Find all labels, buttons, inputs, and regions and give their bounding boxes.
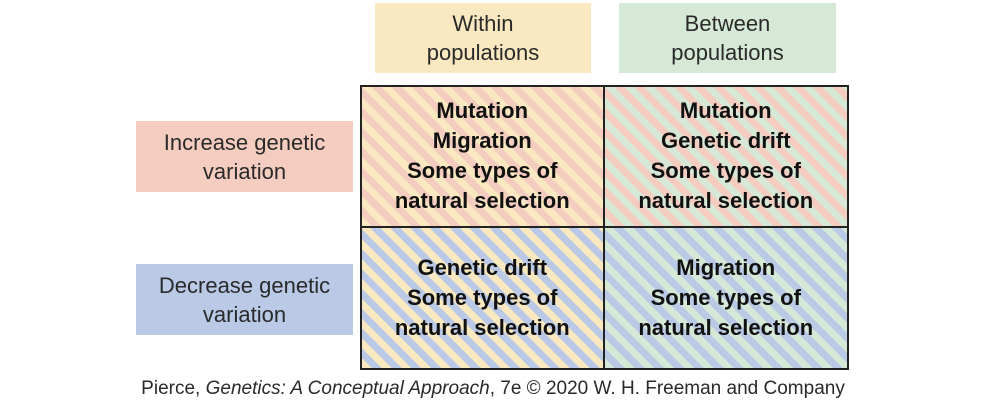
figure-credit: Pierce, Genetics: A Conceptual Approach,…: [0, 378, 986, 400]
credit-rest: , 7e © 2020 W. H. Freeman and Company: [489, 378, 845, 399]
column-header-between: Between populations: [619, 3, 836, 73]
cell-line: natural selection: [394, 188, 570, 214]
row-header-decrease-line-2: variation: [202, 301, 287, 327]
cell-decrease-between: Migration Some types of natural selectio…: [604, 227, 847, 368]
row-header-decrease-line-1: Decrease genetic: [158, 272, 331, 298]
column-header-between-line-1: Between: [684, 11, 771, 36]
cell-line: Genetic drift: [417, 254, 548, 280]
cell-line: Some types of: [407, 158, 558, 184]
cell-line: Some types of: [650, 284, 801, 310]
column-header-within-line-1: Within: [452, 11, 514, 36]
cell-line: Mutation: [679, 98, 772, 124]
cell-decrease-within: Genetic drift Some types of natural sele…: [362, 227, 605, 368]
cell-increase-within: Mutation Migration Some types of natural…: [362, 87, 605, 228]
effects-matrix: Mutation Migration Some types of natural…: [360, 85, 849, 370]
cell-line: Mutation: [436, 98, 529, 124]
cell-line: Migration: [676, 254, 776, 280]
credit-title: Genetics: A Conceptual Approach: [205, 378, 490, 399]
row-header-increase: Increase genetic variation: [136, 121, 353, 192]
cell-line: natural selection: [638, 188, 814, 214]
cell-line: Some types of: [650, 158, 801, 184]
column-header-within: Within populations: [375, 3, 591, 73]
cell-line: Migration: [432, 128, 532, 154]
row-header-increase-line-1: Increase genetic: [163, 129, 326, 155]
column-header-within-line-2: populations: [426, 40, 540, 65]
credit-author: Pierce,: [141, 378, 206, 399]
cell-increase-between: Mutation Genetic drift Some types of nat…: [604, 87, 847, 228]
cell-line: Genetic drift: [660, 128, 791, 154]
cell-line: Some types of: [407, 284, 558, 310]
cell-line: natural selection: [394, 314, 570, 340]
column-header-between-line-2: populations: [671, 40, 784, 65]
row-header-decrease: Decrease genetic variation: [136, 264, 353, 335]
cell-line: natural selection: [638, 314, 814, 340]
row-header-increase-line-2: variation: [202, 158, 287, 184]
